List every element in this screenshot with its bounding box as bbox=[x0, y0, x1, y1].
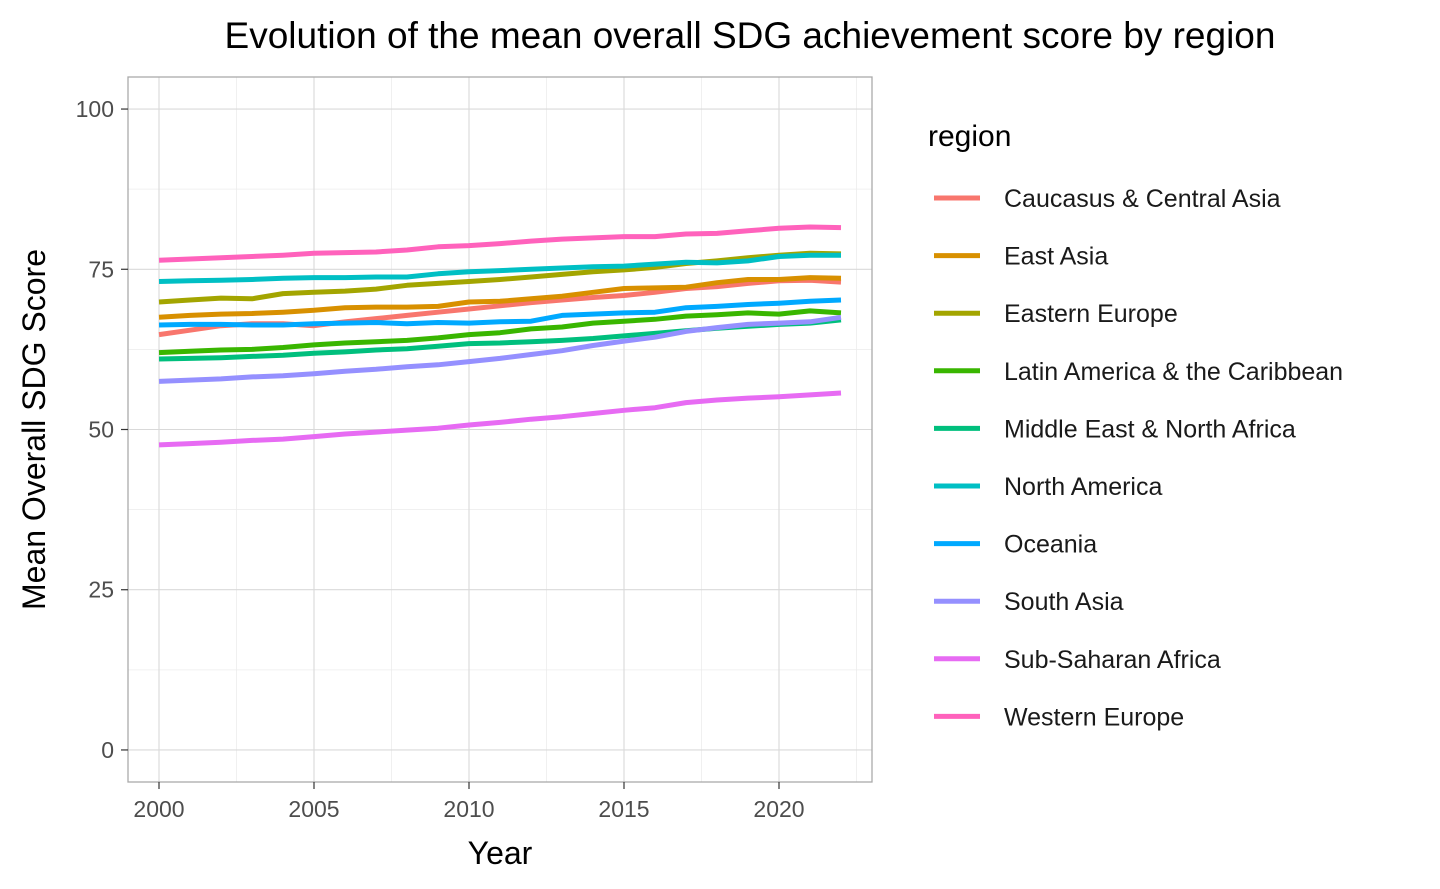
legend-label-latin-america-the-caribbean: Latin America & the Caribbean bbox=[1004, 358, 1343, 386]
series-line-sub-saharan-africa bbox=[158, 390, 842, 448]
legend-label-eastern-europe: Eastern Europe bbox=[1004, 300, 1178, 328]
axes: 2000 2005 2010 2015 2020 0 25 50 75 100 bbox=[76, 96, 805, 822]
x-tick-label: 2010 bbox=[443, 796, 494, 822]
y-tick-label: 25 bbox=[88, 577, 114, 603]
series-line-south-asia bbox=[158, 314, 842, 384]
legend-label-caucasus-central-asia: Caucasus & Central Asia bbox=[1004, 185, 1281, 213]
legend-label-north-america: North America bbox=[1004, 473, 1162, 501]
legend-label-sub-saharan-africa: Sub-Saharan Africa bbox=[1004, 646, 1221, 674]
x-tick-label: 2000 bbox=[133, 796, 184, 822]
legend-title: region bbox=[928, 120, 1011, 153]
y-tick-label: 0 bbox=[101, 737, 114, 763]
legend-label-middle-east-north-africa: Middle East & North Africa bbox=[1004, 415, 1296, 443]
series-line-east-asia bbox=[158, 275, 842, 320]
legend: region Caucasus & Central Asia East Asia E… bbox=[928, 120, 1343, 731]
series-line-north-america bbox=[158, 252, 841, 284]
x-tick-label: 2005 bbox=[288, 796, 339, 822]
x-tick-label: 2020 bbox=[753, 796, 804, 822]
series-line-oceania bbox=[158, 297, 842, 328]
chart-title: Evolution of the mean overall SDG achiev… bbox=[225, 15, 1276, 56]
x-axis-title: Year bbox=[468, 835, 533, 871]
y-tick-label: 50 bbox=[88, 417, 114, 443]
legend-label-western-europe: Western Europe bbox=[1004, 703, 1184, 731]
y-axis-title: Mean Overall SDG Score bbox=[16, 249, 52, 610]
legend-label-east-asia: East Asia bbox=[1004, 243, 1108, 271]
y-tick-label: 75 bbox=[88, 256, 114, 282]
legend-label-south-asia: South Asia bbox=[1004, 588, 1124, 616]
series-line-latin-america-the-caribbean bbox=[158, 308, 842, 356]
x-tick-label: 2015 bbox=[598, 796, 649, 822]
series-lines bbox=[158, 224, 842, 448]
y-tick-label: 100 bbox=[76, 96, 114, 122]
grid bbox=[128, 77, 872, 782]
series-line-western-europe bbox=[158, 224, 842, 263]
legend-label-oceania: Oceania bbox=[1004, 531, 1097, 559]
